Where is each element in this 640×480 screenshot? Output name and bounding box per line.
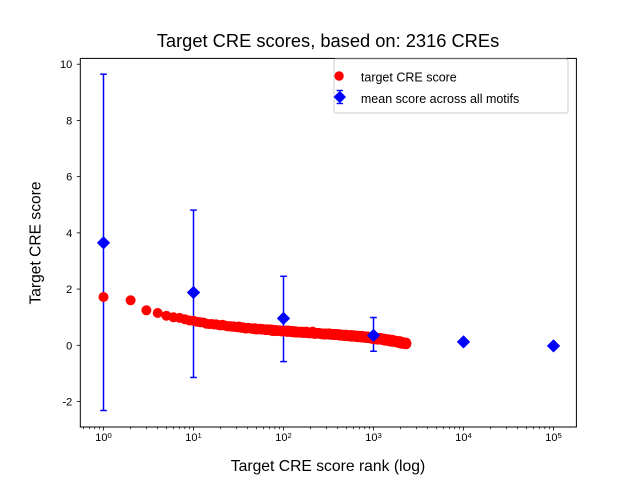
svg-text:Target CRE scores, based on: 2: Target CRE scores, based on: 2316 CREs bbox=[157, 30, 499, 51]
svg-text:Target CRE score rank (log): Target CRE score rank (log) bbox=[231, 458, 425, 475]
svg-text:mean score across all motifs: mean score across all motifs bbox=[361, 92, 519, 106]
svg-text:target CRE score: target CRE score bbox=[361, 71, 457, 85]
svg-text:4: 4 bbox=[66, 228, 72, 240]
svg-text:2: 2 bbox=[66, 284, 72, 296]
svg-text:8: 8 bbox=[66, 115, 72, 127]
svg-text:-2: -2 bbox=[63, 397, 73, 409]
svg-text:Target CRE score: Target CRE score bbox=[28, 181, 45, 304]
svg-text:0: 0 bbox=[66, 340, 72, 352]
svg-text:10: 10 bbox=[60, 59, 72, 71]
svg-text:6: 6 bbox=[66, 172, 72, 184]
